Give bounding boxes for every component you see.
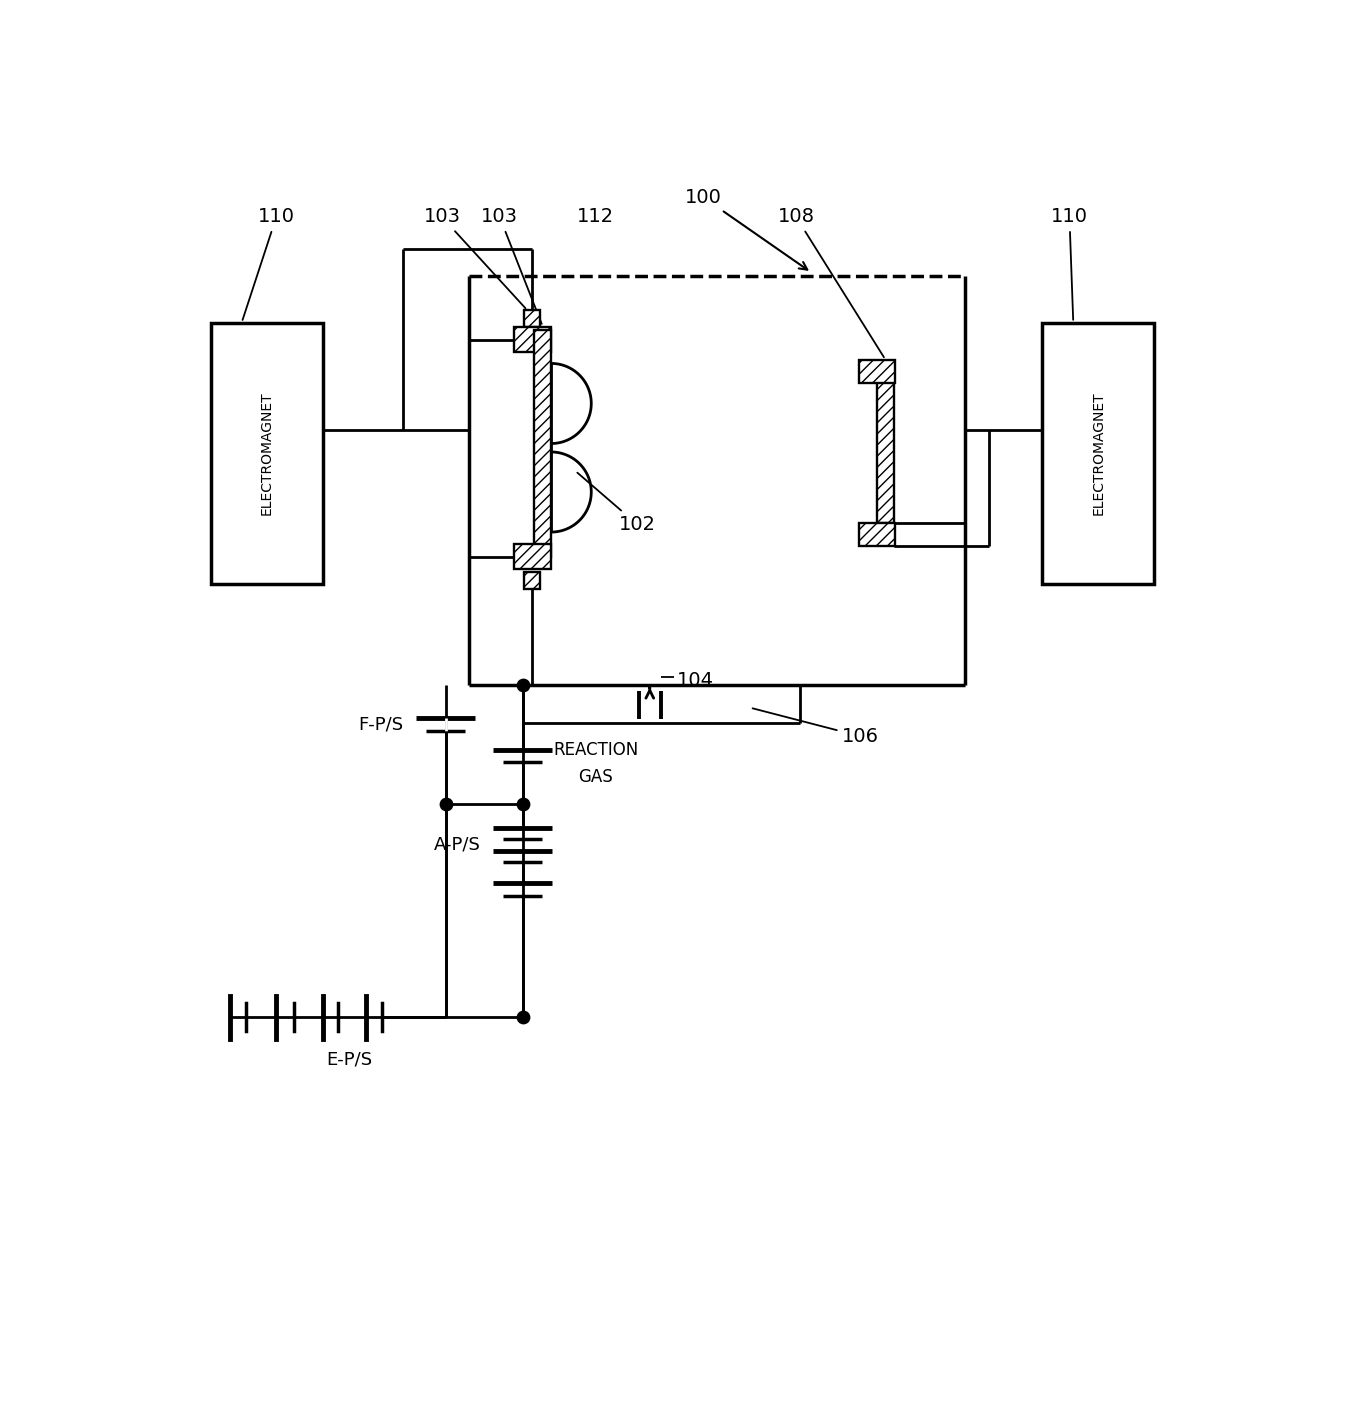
Point [512,674,534,696]
Text: REACTION: REACTION [553,742,638,759]
Text: 100: 100 [685,189,807,269]
Bar [860,523,895,546]
Text: E-P/S: E-P/S [326,1051,373,1069]
Text: 103: 103 [481,207,542,323]
Text: 106: 106 [753,709,879,746]
Text: F-P/S: F-P/S [358,716,403,733]
Bar [860,360,895,383]
Point [512,1005,534,1028]
Bar [211,323,323,584]
Bar [877,362,894,523]
Bar [1042,323,1155,584]
Point [435,793,457,815]
Text: 110: 110 [242,207,295,320]
Text: 102: 102 [577,472,656,535]
Bar [514,545,552,569]
Text: 108: 108 [777,207,884,357]
Point [512,793,534,815]
Text: 110: 110 [1051,207,1088,320]
Text: A-P/S: A-P/S [434,835,480,854]
Bar [523,571,541,588]
Text: 112: 112 [577,207,614,227]
Text: 104: 104 [677,671,714,691]
Bar [523,311,541,328]
Text: 103: 103 [423,207,526,308]
Text: ELECTROMAGNET: ELECTROMAGNET [1091,391,1106,515]
Text: ELECTROMAGNET: ELECTROMAGNET [260,391,273,515]
Bar [514,328,552,352]
Text: GAS: GAS [579,769,614,786]
Bar [534,330,552,557]
